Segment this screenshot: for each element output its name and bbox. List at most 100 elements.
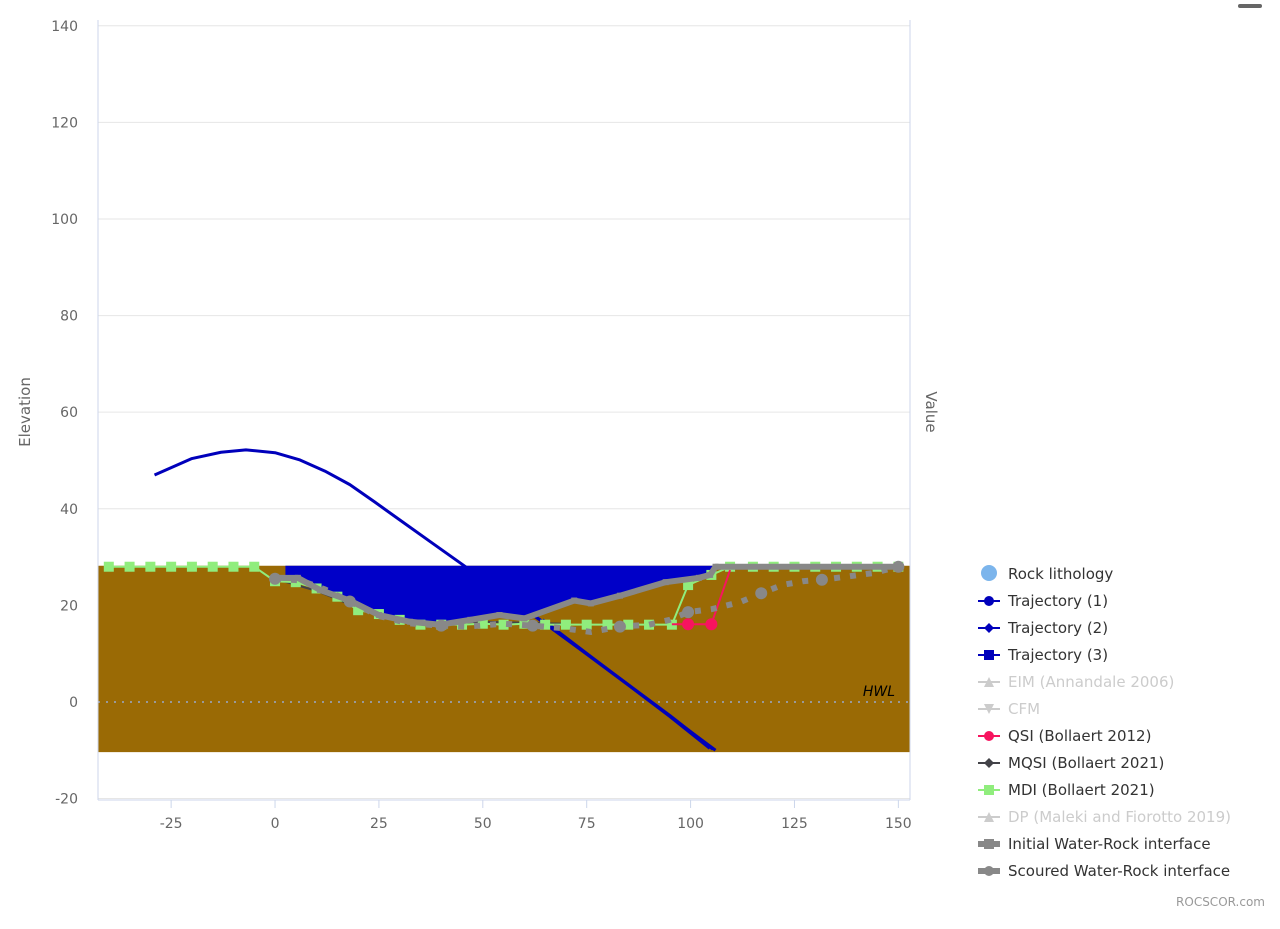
- legend-item-qsi-bollaert-2012[interactable]: QSI (Bollaert 2012): [978, 727, 1151, 745]
- series-rock-lithology: [98, 565, 910, 753]
- data-point: [477, 618, 488, 629]
- data-point: [892, 560, 905, 573]
- legend-symbol-icon: [984, 731, 994, 741]
- data-point: [682, 606, 695, 619]
- water-area: [285, 565, 714, 625]
- data-point: [186, 561, 197, 572]
- series-water: [285, 565, 714, 625]
- data-point: [166, 561, 177, 572]
- legend-symbol-icon: [981, 565, 997, 581]
- data-point: [343, 595, 356, 608]
- series-trajectory-3: [541, 618, 717, 752]
- legend-item-mdi-bollaert-2021[interactable]: MDI (Bollaert 2021): [978, 781, 1155, 799]
- legend-symbol-icon: [984, 839, 994, 849]
- data-point: [755, 587, 768, 600]
- legend-symbol-icon: [984, 650, 994, 660]
- y-tick-label: 20: [60, 598, 78, 614]
- legend-item-dp-maleki-and-fiorotto-2019[interactable]: DP (Maleki and Fiorotto 2019): [978, 808, 1231, 826]
- data-point: [228, 561, 239, 572]
- x-tick-label: 75: [578, 816, 596, 832]
- legend-symbol-icon: [984, 623, 994, 633]
- legend-symbol-icon: [984, 785, 994, 795]
- legend-item-trajectory-2[interactable]: Trajectory (2): [978, 619, 1108, 637]
- data-point: [353, 605, 364, 616]
- x-tick-label: 150: [885, 816, 912, 832]
- data-point: [560, 619, 571, 630]
- legend-item-mqsi-bollaert-2021[interactable]: MQSI (Bollaert 2021): [978, 754, 1164, 772]
- y-tick-label: 80: [60, 309, 78, 325]
- legend-label: Trajectory (1): [1007, 592, 1108, 610]
- legend-label: MQSI (Bollaert 2021): [1008, 754, 1164, 772]
- x-tick-label: -25: [160, 816, 183, 832]
- y-axis-title: Elevation: [16, 377, 34, 447]
- legend-symbol-icon: [984, 866, 994, 876]
- series-layer: [98, 448, 910, 753]
- series-line: [671, 569, 732, 626]
- legend: Rock lithology Trajectory (1) Trajectory (…: [978, 565, 1231, 880]
- legend-label: Rock lithology: [1008, 565, 1113, 583]
- legend-label: DP (Maleki and Fiorotto 2019): [1008, 808, 1231, 826]
- data-point: [683, 580, 694, 591]
- y-tick-label: 0: [69, 695, 78, 711]
- legend-item-scoured-water-rock-interface[interactable]: Scoured Water-Rock interface: [978, 862, 1230, 880]
- data-point: [316, 586, 323, 593]
- data-point: [294, 574, 301, 581]
- data-point: [496, 612, 503, 619]
- data-point: [467, 616, 474, 623]
- axes: -20 0 20 40 60 80 100 120 140 -25 0 25 50 75 100 125 150: [51, 19, 911, 832]
- series-scoured-water-rock-interface: [269, 560, 905, 635]
- data-point: [526, 619, 539, 632]
- y-tick-label: 120: [51, 115, 78, 131]
- data-point: [682, 618, 695, 631]
- legend-symbol-icon: [984, 704, 994, 714]
- legend-label: Initial Water-Rock interface: [1008, 835, 1211, 853]
- legend-label: EIM (Annandale 2006): [1008, 673, 1174, 691]
- data-point: [540, 619, 551, 630]
- data-point: [707, 571, 714, 578]
- legend-label: Trajectory (3): [1007, 646, 1108, 664]
- data-point: [571, 597, 578, 604]
- data-point: [407, 618, 414, 625]
- legend-label: MDI (Bollaert 2021): [1008, 781, 1155, 799]
- x-tick-label: 25: [370, 816, 388, 832]
- data-point: [375, 612, 382, 619]
- data-point: [581, 619, 592, 630]
- series-line: [541, 618, 717, 752]
- legend-item-rock-lithology[interactable]: Rock lithology: [981, 565, 1113, 583]
- y-tick-label: 140: [51, 19, 78, 35]
- rock-area: [98, 565, 910, 753]
- data-point: [587, 600, 594, 607]
- legend-label: Scoured Water-Rock interface: [1008, 862, 1230, 880]
- x-tick-label: 100: [677, 816, 704, 832]
- data-point: [521, 615, 528, 622]
- hamburger-icon[interactable]: [1238, 2, 1264, 10]
- data-point: [498, 619, 509, 630]
- legend-item-initial-water-rock-interface[interactable]: Initial Water-Rock interface: [978, 835, 1211, 853]
- legend-label: QSI (Bollaert 2012): [1008, 727, 1151, 745]
- legend-symbol-icon: [984, 812, 994, 822]
- legend-symbol-icon: [984, 758, 994, 768]
- data-point: [815, 573, 828, 586]
- credits[interactable]: ROCSCOR.com: [1176, 895, 1265, 909]
- data-point: [644, 619, 655, 630]
- legend-item-cfm[interactable]: CFM: [978, 700, 1040, 718]
- data-point: [207, 561, 218, 572]
- x-tick-label: 125: [781, 816, 808, 832]
- legend-symbol-icon: [984, 596, 994, 606]
- y-tick-label: 100: [51, 212, 78, 228]
- data-point: [145, 561, 156, 572]
- y-tick-label: 60: [60, 405, 78, 421]
- legend-item-trajectory-3[interactable]: Trajectory (3): [978, 646, 1108, 664]
- data-point: [103, 561, 114, 572]
- series-qsi-bollaert-2012: [671, 569, 732, 631]
- y-tick-label: -20: [55, 792, 78, 808]
- legend-item-eim-annandale-2006[interactable]: EIM (Annandale 2006): [978, 673, 1174, 691]
- data-point: [712, 563, 719, 570]
- legend-label: Trajectory (2): [1007, 619, 1108, 637]
- y2-axis-title: Value: [922, 391, 940, 432]
- legend-item-trajectory-1[interactable]: Trajectory (1): [978, 592, 1108, 610]
- legend-label: CFM: [1008, 700, 1040, 718]
- x-tick-label: 0: [271, 816, 280, 832]
- data-point: [623, 619, 634, 630]
